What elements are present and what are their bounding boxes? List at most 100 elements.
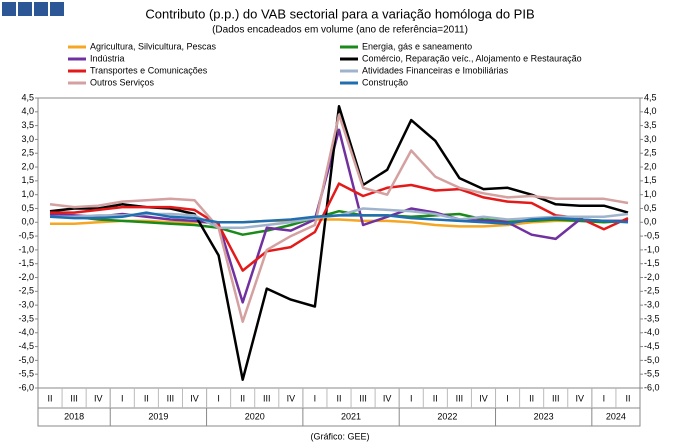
series-line xyxy=(49,128,628,304)
y-tick-label: 4,0 xyxy=(21,106,34,116)
y2-tick-label: -6,0 xyxy=(644,382,660,392)
x-tick-label: I xyxy=(410,393,413,403)
logo xyxy=(2,2,16,16)
y2-tick-label: 2,5 xyxy=(644,148,657,158)
x-tick-label: III xyxy=(456,393,464,403)
y2-tick-label: -1,0 xyxy=(644,244,660,254)
y2-tick-label: 0,0 xyxy=(644,217,657,227)
y-tick-label: -6,0 xyxy=(18,382,34,392)
x-tick-label: III xyxy=(359,393,367,403)
x-tick-label: IV xyxy=(479,393,488,403)
year-label: 2019 xyxy=(148,411,168,421)
x-tick-label: III xyxy=(70,393,78,403)
legend-label: Energia, gás e saneamento xyxy=(362,41,472,51)
series-line xyxy=(49,105,629,381)
y-tick-label: -3,5 xyxy=(18,313,34,323)
y2-tick-label: 1,5 xyxy=(644,175,657,185)
x-tick-label: IV xyxy=(287,393,296,403)
chart-subtitle: (Dados encadeados em volume (ano de refe… xyxy=(212,25,468,36)
y-tick-label: 3,0 xyxy=(21,134,34,144)
y2-tick-label: 3,5 xyxy=(644,120,657,130)
legend-label: Comércio, Reparação veíc., Alojamento e … xyxy=(362,53,582,63)
x-tick-label: III xyxy=(552,393,560,403)
y-tick-label: -1,5 xyxy=(18,258,34,268)
year-label: 2024 xyxy=(606,411,626,421)
y2-tick-label: 4,5 xyxy=(644,92,657,102)
y2-tick-label: -5,5 xyxy=(644,369,660,379)
x-tick-label: IV xyxy=(94,393,103,403)
x-tick-label: II xyxy=(48,393,53,403)
y2-tick-label: 0,5 xyxy=(644,203,657,213)
y-tick-label: -3,0 xyxy=(18,300,34,310)
logo xyxy=(50,2,64,16)
y-tick-label: 0,0 xyxy=(21,217,34,227)
x-axis-box xyxy=(37,387,641,427)
x-tick-label: I xyxy=(121,393,124,403)
x-tick-label: II xyxy=(336,393,341,403)
series-line xyxy=(49,211,629,225)
y2-tick-label: -1,5 xyxy=(644,258,660,268)
x-tick-label: IV xyxy=(576,393,585,403)
x-tick-label: II xyxy=(240,393,245,403)
legend-label: Indústria xyxy=(90,53,125,63)
legend-label: Outros Serviços xyxy=(90,77,155,87)
x-tick-label: I xyxy=(314,393,317,403)
legend-label: Construção xyxy=(362,77,408,87)
y2-tick-label: 1,0 xyxy=(644,189,657,199)
y-tick-label: -2,5 xyxy=(18,286,34,296)
year-label: 2018 xyxy=(64,411,84,421)
y-tick-label: 2,5 xyxy=(21,148,34,158)
x-tick-label: IV xyxy=(383,393,392,403)
x-tick-label: II xyxy=(144,393,149,403)
legend-label: Transportes e Comunicações xyxy=(90,65,208,75)
y-tick-label: 2,0 xyxy=(21,161,34,171)
y-tick-label: -5,0 xyxy=(18,355,34,365)
year-label: 2021 xyxy=(341,411,361,421)
legend-label: Agricultura, Silvicultura, Pescas xyxy=(90,41,217,51)
x-tick-label: I xyxy=(506,393,509,403)
y-tick-label: -4,0 xyxy=(18,327,34,337)
plot-frame xyxy=(37,97,641,389)
x-tick-label: III xyxy=(167,393,175,403)
series-line xyxy=(49,113,629,323)
x-tick-label: I xyxy=(603,393,606,403)
y2-tick-label: -0,5 xyxy=(644,230,660,240)
year-label: 2020 xyxy=(245,411,265,421)
y2-tick-label: -4,0 xyxy=(644,327,660,337)
year-label: 2022 xyxy=(437,411,457,421)
year-label: 2023 xyxy=(534,411,554,421)
y2-tick-label: -2,0 xyxy=(644,272,660,282)
x-tick-label: I xyxy=(217,393,220,403)
y-tick-label: 4,5 xyxy=(21,92,34,102)
y-tick-label: 1,0 xyxy=(21,189,34,199)
y2-tick-label: -5,0 xyxy=(644,355,660,365)
y-tick-label: -2,0 xyxy=(18,272,34,282)
y2-tick-label: -3,5 xyxy=(644,313,660,323)
y2-tick-label: -3,0 xyxy=(644,300,660,310)
source: (Gráfico: GEE) xyxy=(310,431,369,441)
series-line xyxy=(50,182,629,272)
y-tick-label: -1,0 xyxy=(18,244,34,254)
logo xyxy=(18,2,32,16)
x-tick-label: II xyxy=(625,393,630,403)
logo xyxy=(34,2,48,16)
y2-tick-label: 4,0 xyxy=(644,106,657,116)
y2-tick-label: -2,5 xyxy=(644,286,660,296)
y-tick-label: 1,5 xyxy=(21,175,34,185)
chart-title: Contributo (p.p.) do VAB sectorial para … xyxy=(145,6,534,21)
legend-label: Atividades Financeiras e Imobiliárias xyxy=(362,65,509,75)
x-tick-label: II xyxy=(433,393,438,403)
x-tick-label: II xyxy=(529,393,534,403)
y-tick-label: -0,5 xyxy=(18,230,34,240)
y-tick-label: -4,5 xyxy=(18,341,34,351)
y2-tick-label: 2,0 xyxy=(644,161,657,171)
y2-tick-label: 3,0 xyxy=(644,134,657,144)
y2-tick-label: -4,5 xyxy=(644,341,660,351)
y-tick-label: 3,5 xyxy=(21,120,34,130)
series-line xyxy=(49,209,629,236)
y-tick-label: -5,5 xyxy=(18,369,34,379)
y-tick-label: 0,5 xyxy=(21,203,34,213)
x-tick-label: IV xyxy=(190,393,199,403)
series-line xyxy=(50,218,628,228)
